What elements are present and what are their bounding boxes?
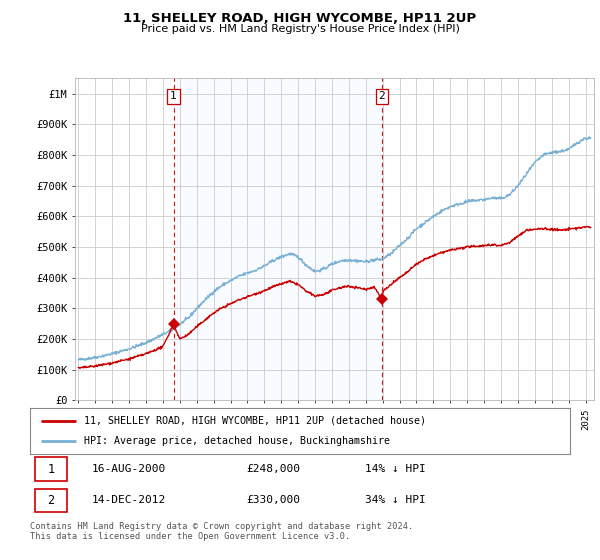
Text: 1: 1	[170, 91, 177, 101]
Text: 2: 2	[379, 91, 385, 101]
Text: 14% ↓ HPI: 14% ↓ HPI	[365, 464, 425, 474]
Text: £330,000: £330,000	[246, 496, 300, 506]
FancyBboxPatch shape	[35, 457, 67, 481]
Text: HPI: Average price, detached house, Buckinghamshire: HPI: Average price, detached house, Buck…	[84, 436, 390, 446]
Text: Price paid vs. HM Land Registry's House Price Index (HPI): Price paid vs. HM Land Registry's House …	[140, 24, 460, 34]
Text: Contains HM Land Registry data © Crown copyright and database right 2024.
This d: Contains HM Land Registry data © Crown c…	[30, 522, 413, 542]
Text: 1: 1	[47, 463, 55, 475]
Text: £248,000: £248,000	[246, 464, 300, 474]
Text: 11, SHELLEY ROAD, HIGH WYCOMBE, HP11 2UP (detached house): 11, SHELLEY ROAD, HIGH WYCOMBE, HP11 2UP…	[84, 416, 426, 426]
Text: 16-AUG-2000: 16-AUG-2000	[92, 464, 166, 474]
Bar	[173, 78, 382, 400]
FancyBboxPatch shape	[35, 488, 67, 512]
Text: 34% ↓ HPI: 34% ↓ HPI	[365, 496, 425, 506]
Text: 14-DEC-2012: 14-DEC-2012	[92, 496, 166, 506]
Text: 11, SHELLEY ROAD, HIGH WYCOMBE, HP11 2UP: 11, SHELLEY ROAD, HIGH WYCOMBE, HP11 2UP	[124, 12, 476, 25]
Text: 2: 2	[47, 494, 55, 507]
